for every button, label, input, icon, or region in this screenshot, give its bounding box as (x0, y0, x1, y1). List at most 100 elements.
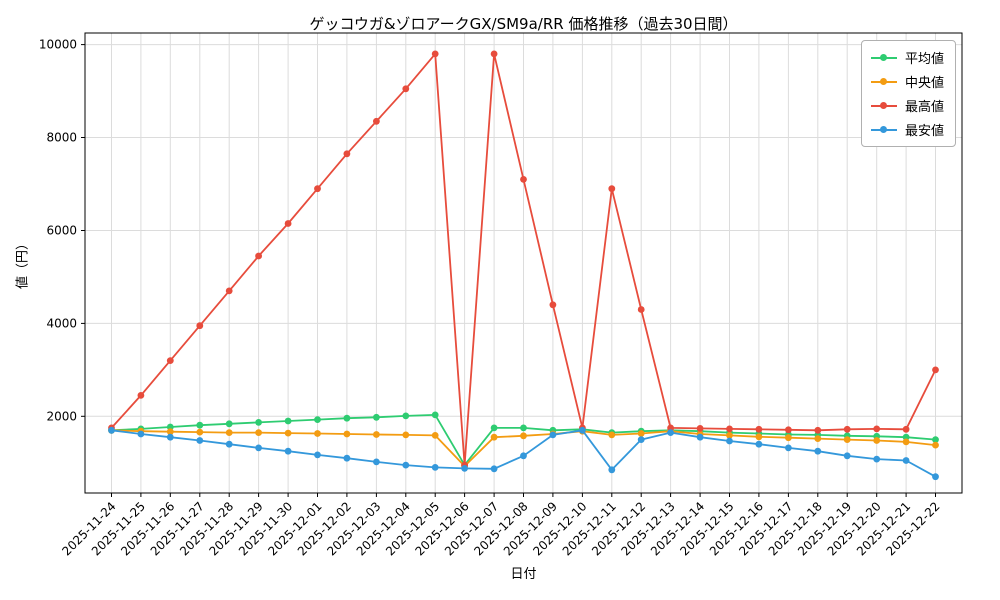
legend-dot-icon (879, 126, 887, 133)
data-point-max (137, 392, 145, 399)
data-point-min (549, 431, 557, 439)
data-point-min (608, 466, 616, 474)
data-point-median (520, 432, 527, 440)
data-point-average (490, 424, 498, 432)
data-point-median (314, 430, 321, 437)
data-point-min (755, 440, 763, 448)
data-point-min (402, 461, 410, 469)
data-point-max (843, 425, 851, 433)
data-point-max (255, 252, 262, 260)
data-point-max (814, 426, 822, 434)
legend-label-min: 最安値 (904, 124, 944, 139)
data-point-median (255, 429, 262, 436)
data-point-max (225, 287, 233, 295)
data-point-min (902, 457, 910, 464)
data-point-median (225, 429, 233, 436)
data-point-max (520, 176, 527, 183)
y-tick-label: 6000 (46, 224, 77, 238)
data-point-max (343, 150, 351, 158)
data-point-max (373, 117, 380, 125)
data-point-min (520, 452, 527, 460)
data-point-min (461, 465, 468, 472)
data-point-min (196, 437, 204, 444)
legend-item-min: 最安値 (870, 120, 944, 139)
data-point-average (225, 420, 233, 428)
legend-label-average: 平均値 (904, 52, 944, 67)
data-point-max (549, 301, 557, 309)
data-point-min (843, 452, 851, 460)
data-point-max (726, 425, 733, 433)
data-point-min (579, 426, 586, 434)
data-point-min (932, 473, 939, 481)
data-point-median (373, 431, 380, 438)
data-point-median (343, 430, 351, 438)
data-point-max (431, 50, 439, 58)
data-point-min (667, 429, 674, 436)
data-point-median (166, 428, 174, 436)
data-point-average (902, 433, 910, 441)
legend-label-max: 最高値 (904, 100, 944, 115)
data-point-min (108, 426, 115, 434)
legend: 平均値中央値最高値最安値 (860, 40, 956, 147)
data-point-max (696, 425, 704, 432)
data-point-median (873, 437, 881, 444)
y-tick-label: 4000 (46, 316, 77, 330)
data-point-min (637, 436, 645, 443)
data-point-median (785, 434, 792, 442)
legend-dot-icon (879, 78, 887, 85)
data-point-average (402, 412, 410, 420)
legend-label-median: 中央値 (904, 76, 944, 91)
data-point-max (667, 424, 674, 432)
y-tick-label: 2000 (46, 409, 77, 423)
data-point-max (314, 185, 321, 193)
data-point-max (608, 185, 616, 193)
data-point-min (314, 451, 321, 459)
data-point-average (431, 411, 439, 419)
data-point-median (814, 435, 822, 442)
data-point-min (225, 440, 233, 448)
data-point-median (284, 429, 292, 437)
data-point-max (785, 426, 792, 434)
data-point-min (343, 454, 351, 462)
data-point-max (196, 322, 204, 330)
legend-marker-median (870, 76, 897, 87)
legend-item-max: 最高値 (870, 96, 944, 115)
legend-marker-average (870, 52, 897, 63)
data-point-min (137, 430, 145, 438)
data-point-min (490, 465, 498, 473)
data-point-min (696, 433, 704, 441)
data-point-max (902, 425, 910, 433)
data-point-min (431, 464, 439, 471)
legend-dot-icon (879, 54, 887, 61)
legend-dot-icon (879, 102, 887, 109)
data-point-min (726, 437, 733, 445)
data-point-max (490, 50, 498, 58)
data-point-median (608, 431, 616, 439)
data-point-median (431, 432, 439, 439)
data-point-average (284, 417, 292, 425)
data-point-median (196, 428, 204, 436)
data-point-min (873, 455, 881, 463)
data-point-max (166, 357, 174, 364)
data-point-min (785, 444, 792, 452)
data-point-min (814, 447, 822, 455)
data-point-average (314, 416, 321, 423)
data-point-average (166, 423, 174, 431)
data-point-max (755, 425, 763, 433)
data-point-max (637, 306, 645, 313)
data-point-average (932, 436, 939, 443)
data-point-median (726, 432, 733, 439)
chart-title: ゲッコウガ&ゾロアークGX/SM9a/RR 価格推移（過去30日間） (309, 15, 738, 33)
data-point-median (637, 430, 645, 437)
data-point-average (196, 421, 204, 429)
data-point-min (284, 447, 292, 455)
data-point-max (932, 366, 939, 374)
data-point-average (520, 424, 527, 432)
data-point-max (873, 425, 881, 433)
legend-item-average: 平均値 (870, 48, 944, 67)
data-point-average (343, 414, 351, 422)
data-point-average (255, 419, 262, 426)
data-point-median (932, 441, 939, 449)
data-point-average (373, 413, 380, 421)
data-point-median (402, 431, 410, 439)
